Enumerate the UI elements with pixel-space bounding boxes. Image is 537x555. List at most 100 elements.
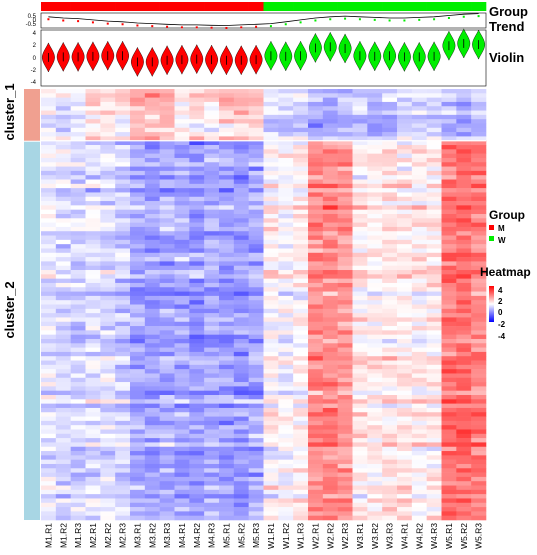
heat-cell	[352, 170, 368, 176]
heat-cell	[248, 463, 264, 469]
heat-cell	[308, 338, 324, 344]
heat-cell	[382, 347, 398, 353]
heat-cell	[322, 451, 338, 456]
heat-cell	[263, 351, 279, 357]
heat-cell	[278, 407, 294, 413]
heat-cell	[189, 382, 205, 387]
heat-cell	[219, 278, 235, 284]
heat-cell	[174, 239, 190, 245]
heat-cell	[263, 222, 279, 228]
heat-cell	[159, 343, 175, 348]
heat-cell	[471, 407, 487, 413]
heat-cell	[456, 485, 472, 491]
heat-cell	[367, 239, 383, 245]
heat-cell	[471, 93, 487, 98]
heat-cell	[55, 274, 71, 279]
heat-cell	[100, 356, 116, 361]
heat-cell	[219, 270, 235, 275]
heat-cell	[204, 304, 220, 310]
heat-cell	[337, 356, 353, 361]
heat-cell	[130, 257, 146, 262]
heat-cell	[174, 278, 190, 284]
heat-cell	[41, 97, 57, 103]
heat-cell	[337, 123, 353, 129]
heat-cell	[233, 93, 249, 98]
heat-cell	[85, 330, 101, 335]
heat-cell	[70, 300, 86, 305]
heat-cell	[471, 416, 487, 422]
heat-cell	[441, 291, 457, 297]
heat-cell	[159, 149, 175, 154]
heat-cell	[248, 270, 264, 275]
heat-cell	[263, 412, 279, 417]
heat-cell	[322, 442, 338, 448]
heat-cell	[219, 101, 235, 107]
heat-cell	[367, 343, 383, 348]
heat-cell	[41, 179, 57, 185]
heat-cell	[85, 433, 101, 439]
heat-cell	[441, 446, 457, 452]
heat-cell	[189, 175, 205, 180]
heat-cell	[382, 338, 398, 344]
heat-cell	[204, 386, 220, 391]
heat-cell	[189, 166, 205, 172]
heat-cell	[322, 390, 338, 396]
heat-cell	[308, 175, 324, 180]
heat-cell	[411, 459, 427, 465]
heat-cell	[219, 252, 235, 258]
heat-cell	[85, 442, 101, 448]
heat-cell	[322, 386, 338, 391]
heat-cell	[322, 149, 338, 154]
heat-cell	[130, 89, 146, 94]
heat-cell	[397, 338, 413, 344]
heat-cell	[367, 403, 383, 409]
heat-cell	[352, 515, 368, 521]
heat-cell	[397, 390, 413, 396]
heat-cell	[41, 175, 57, 180]
trend-point	[329, 18, 332, 21]
heat-cell	[337, 278, 353, 284]
heat-cell	[426, 373, 442, 379]
heat-cell	[55, 231, 71, 236]
column-label: M2.R2	[103, 523, 113, 548]
heat-cell	[441, 222, 457, 228]
heat-cell	[367, 438, 383, 443]
heat-cell	[411, 252, 427, 258]
heat-cell	[70, 416, 86, 422]
heat-cell	[55, 114, 71, 120]
group-cell	[233, 2, 249, 11]
heat-cell	[293, 326, 309, 331]
heat-cell	[248, 274, 264, 279]
heat-cell	[55, 213, 71, 219]
heat-cell	[248, 382, 264, 387]
heat-cell	[308, 407, 324, 413]
heat-cell	[55, 369, 71, 374]
heat-cell	[397, 515, 413, 521]
heat-cell	[159, 252, 175, 258]
trend-tick-mid: 0	[33, 18, 37, 24]
heat-cell	[382, 455, 398, 460]
heat-cell	[159, 162, 175, 167]
heat-cell	[159, 390, 175, 396]
heat-cell	[278, 175, 294, 180]
heat-cell	[397, 455, 413, 460]
heat-cell	[471, 175, 487, 180]
heat-cell	[204, 403, 220, 409]
heat-cell	[382, 132, 398, 137]
heat-cell	[411, 110, 427, 116]
heat-cell	[441, 274, 457, 279]
heat-cell	[441, 334, 457, 340]
heat-cell	[278, 201, 294, 206]
heat-cell	[219, 395, 235, 400]
heat-cell	[426, 106, 442, 111]
heat-cell	[248, 213, 264, 219]
heat-cell	[130, 360, 146, 366]
heat-cell	[41, 132, 57, 137]
heat-cell	[322, 485, 338, 491]
heat-cell	[308, 356, 324, 361]
column-label: W1.R3	[296, 523, 306, 549]
heat-cell	[100, 433, 116, 439]
heat-cell	[144, 442, 160, 448]
trend-point	[403, 19, 406, 22]
